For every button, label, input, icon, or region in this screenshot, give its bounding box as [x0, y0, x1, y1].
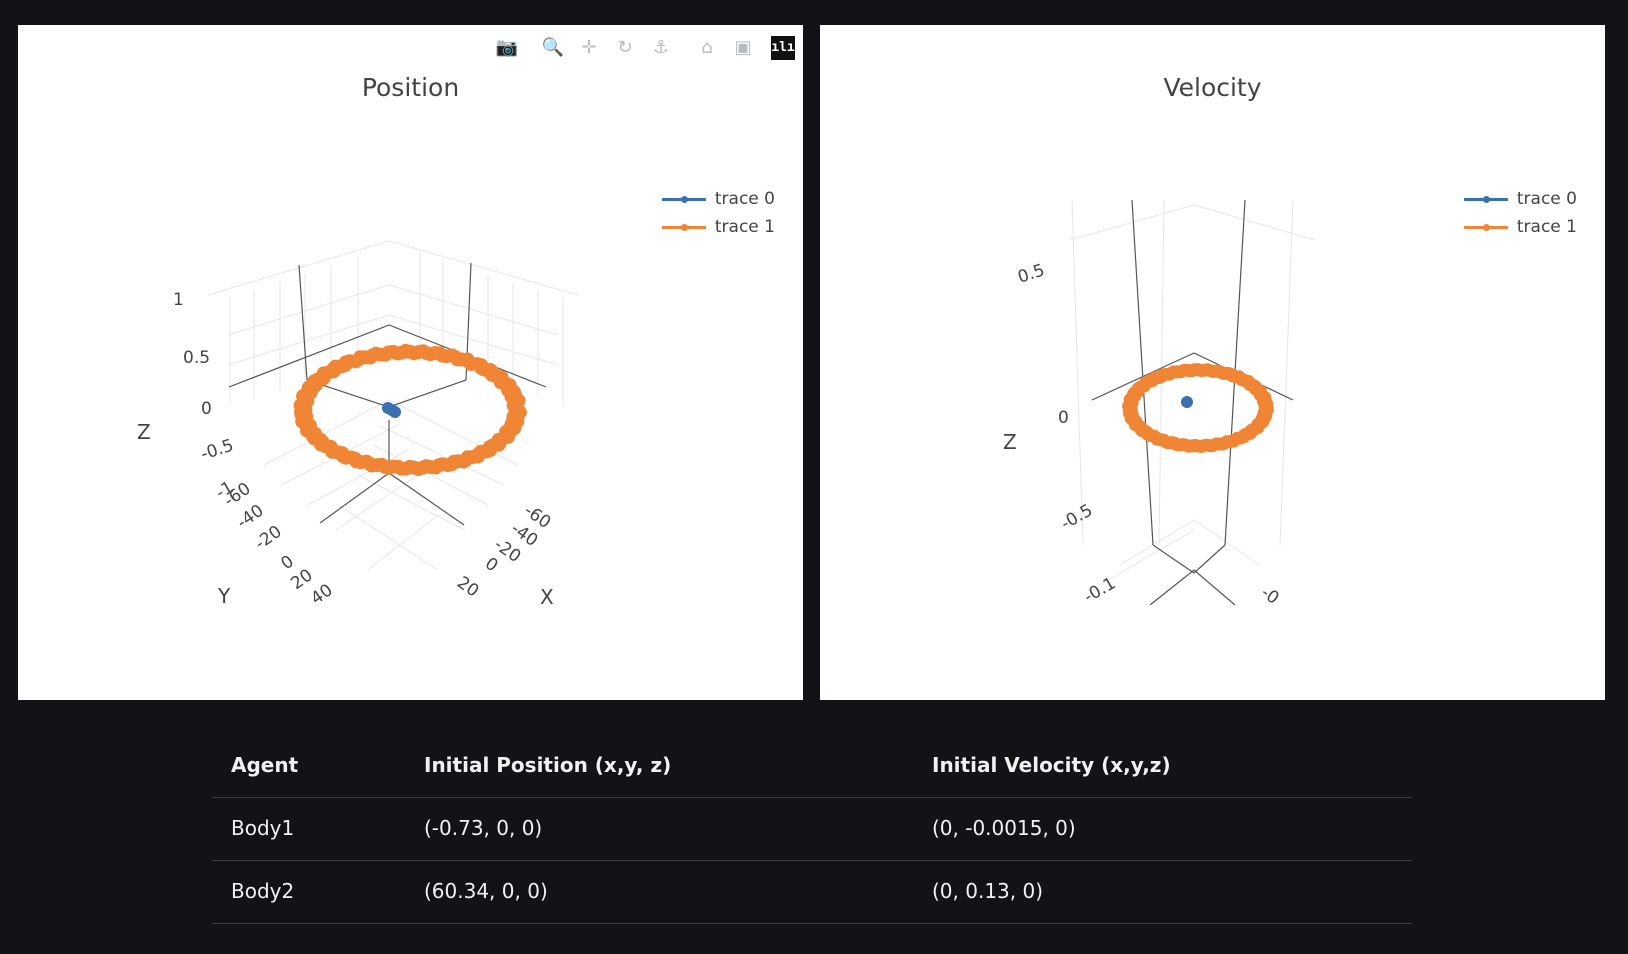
- z-tick: 0: [1058, 408, 1069, 428]
- plot-bottom-mask: [18, 605, 803, 700]
- trace-marker: [389, 406, 401, 418]
- velocity-cell: (0, -0.0015, 0): [913, 797, 1412, 861]
- y-tick: -20: [251, 522, 285, 554]
- agent-cell: Body1: [212, 797, 405, 861]
- velocity-cell: (0, 0.13, 0): [913, 860, 1412, 924]
- trace-1-swatch-icon: [1463, 223, 1508, 231]
- position-cell: (-0.73, 0, 0): [405, 797, 913, 861]
- x-tick: -0: [1257, 583, 1282, 609]
- velocity-plot-panel[interactable]: 0.5 0 -0.5 Z -0.1 -0 Velocity trace 0 tr…: [820, 25, 1605, 700]
- orbit-rotation-icon[interactable]: ↻: [617, 37, 633, 58]
- plot-bottom-mask: [820, 605, 1605, 700]
- z-tick: 0.5: [1015, 260, 1047, 287]
- legend-label: trace 0: [1516, 189, 1577, 209]
- velocity-z-ticks: 0.5 0 -0.5: [1015, 260, 1096, 534]
- table-row: Body1 (-0.73, 0, 0) (0, -0.0015, 0): [212, 797, 1412, 861]
- position-trace-0-markers: [382, 402, 401, 418]
- position-plot-canvas[interactable]: 1 0.5 0 -0.5 -1 Z -60 -40 -20 0 20 40 Y …: [18, 25, 803, 700]
- z-tick: 0: [201, 399, 212, 419]
- plotly-logo-icon[interactable]: ılı: [771, 36, 795, 60]
- trace-1-swatch-icon: [661, 223, 706, 231]
- table-row: Body2 (60.34, 0, 0) (0, 0.13, 0): [212, 860, 1412, 924]
- legend-label: trace 0: [714, 189, 775, 209]
- trace-0-swatch-icon: [661, 195, 706, 203]
- y-axis-title: Y: [217, 584, 231, 608]
- table-header-row: Agent Initial Position (x,y, z) Initial …: [212, 735, 1412, 798]
- trace-marker: [1181, 396, 1193, 408]
- camera-icon[interactable]: 📷: [495, 37, 519, 58]
- velocity-chart-title: Velocity: [1163, 73, 1262, 102]
- position-axis-lines: [228, 262, 547, 526]
- y-tick: -0.1: [1081, 573, 1120, 607]
- y-tick: 0: [277, 552, 297, 575]
- x-tick: 20: [453, 573, 482, 602]
- initial-conditions-table: Agent Initial Position (x,y, z) Initial …: [212, 735, 1412, 924]
- legend-item-trace-0[interactable]: trace 0: [1463, 185, 1577, 213]
- z-axis-title: Z: [137, 420, 151, 444]
- zoom-icon[interactable]: 🔍: [541, 37, 565, 58]
- x-axis-title: X: [540, 585, 554, 609]
- camera-reset-icon[interactable]: ▣: [734, 37, 752, 58]
- position-plot-panel[interactable]: 1 0.5 0 -0.5 -1 Z -60 -40 -20 0 20 40 Y …: [18, 25, 803, 700]
- x-tick: 0: [481, 554, 501, 577]
- legend-item-trace-0[interactable]: trace 0: [661, 185, 775, 213]
- legend-item-trace-1[interactable]: trace 1: [661, 213, 775, 241]
- velocity-legend: trace 0 trace 1: [1463, 185, 1577, 241]
- plot-modebar: 📷 🔍 ✛ ↻ ⚓ ⌂ ▣ ılı: [485, 33, 795, 63]
- position-chart-title: Position: [361, 73, 460, 102]
- position-z-ticks: 1 0.5 0 -0.5 -1: [173, 290, 237, 503]
- velocity-trace-1-markers: [1122, 363, 1274, 454]
- z-tick: 0.5: [183, 348, 210, 368]
- trace-0-swatch-icon: [1463, 195, 1508, 203]
- trace-marker: [510, 400, 525, 415]
- z-tick: 1: [173, 290, 184, 310]
- header-initial-position: Initial Position (x,y, z): [405, 735, 913, 798]
- home-icon[interactable]: ⌂: [701, 37, 713, 58]
- legend-label: trace 1: [1516, 217, 1577, 237]
- velocity-plot-canvas[interactable]: 0.5 0 -0.5 Z -0.1 -0: [820, 25, 1605, 700]
- trace-marker: [1258, 399, 1272, 413]
- turntable-rotation-icon[interactable]: ⚓: [652, 37, 670, 58]
- legend-item-trace-1[interactable]: trace 1: [1463, 213, 1577, 241]
- z-axis-title: Z: [1003, 430, 1017, 454]
- legend-label: trace 1: [714, 217, 775, 237]
- position-legend: trace 0 trace 1: [661, 185, 775, 241]
- agent-cell: Body2: [212, 860, 405, 924]
- header-agent: Agent: [212, 735, 405, 798]
- position-trace-1-markers: [293, 343, 527, 476]
- pan-icon[interactable]: ✛: [581, 37, 597, 58]
- z-tick: -0.5: [1058, 500, 1097, 534]
- z-tick: -0.5: [198, 435, 236, 464]
- header-initial-velocity: Initial Velocity (x,y,z): [913, 735, 1412, 798]
- position-grid: [207, 240, 579, 571]
- velocity-trace-0-markers: [1181, 396, 1193, 408]
- position-cell: (60.34, 0, 0): [405, 860, 913, 924]
